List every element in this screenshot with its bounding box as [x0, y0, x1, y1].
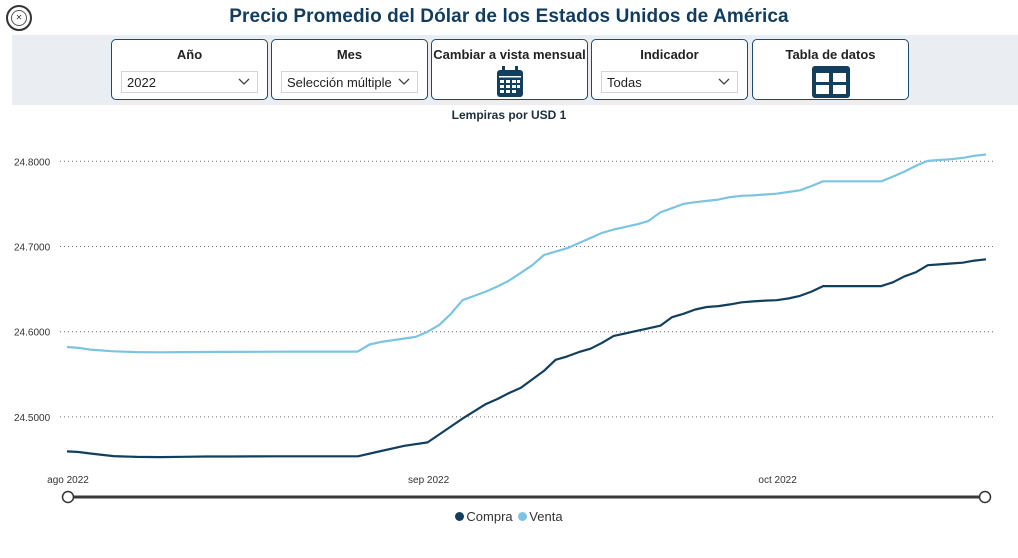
chevron-down-icon: [398, 78, 410, 85]
chart-title: Lempiras por USD 1: [451, 108, 567, 122]
indicator-dropdown-value: Todas: [607, 75, 642, 90]
month-dropdown-value: Selección múltiple: [287, 75, 392, 90]
slider-start-handle[interactable]: [61, 490, 75, 504]
y-tick-label: 24.8000: [14, 157, 51, 168]
month-filter-label: Mes: [336, 47, 363, 62]
chevron-down-icon: [718, 78, 730, 85]
slider-end-handle[interactable]: [978, 490, 992, 504]
year-dropdown[interactable]: 2022: [121, 71, 258, 93]
legend-label-venta: Venta: [529, 509, 563, 524]
x-tick-label: ago 2022: [47, 475, 89, 486]
page-title: Precio Promedio del Dólar de los Estados…: [229, 6, 789, 27]
indicator-dropdown[interactable]: Todas: [601, 71, 738, 93]
year-filter: Año 2022: [111, 39, 268, 100]
series-line-compra[interactable]: [66, 258, 987, 459]
data-table-button[interactable]: Tabla de datos: [752, 39, 909, 100]
year-dropdown-value: 2022: [127, 75, 156, 90]
x-tick-label: sep 2022: [408, 475, 450, 486]
month-filter: Mes Selección múltiple: [271, 39, 428, 100]
month-dropdown[interactable]: Selección múltiple: [281, 71, 418, 93]
calendar-icon: [496, 66, 523, 97]
monthly-view-label: Cambiar a vista mensual: [433, 47, 586, 62]
filter-bar: Año 2022 Mes Selección múltiple Cambiar …: [12, 35, 1018, 105]
series-line-venta[interactable]: [66, 153, 987, 354]
legend-label-compra: Compra: [466, 509, 513, 524]
y-tick-label: 24.5000: [14, 413, 51, 424]
legend-dot-compra: [455, 512, 465, 521]
x-tick-label: oct 2022: [758, 475, 797, 486]
table-icon: [811, 66, 850, 98]
indicator-filter: Indicador Todas: [591, 39, 748, 100]
y-tick-label: 24.7000: [14, 242, 51, 253]
legend-item-compra[interactable]: Compra: [455, 509, 513, 524]
year-filter-label: Año: [176, 47, 203, 62]
y-tick-label: 24.6000: [14, 328, 51, 339]
data-table-label: Tabla de datos: [785, 47, 876, 62]
chevron-down-icon: [238, 78, 250, 85]
indicator-filter-label: Indicador: [640, 47, 699, 62]
seal-icon: ✕: [11, 10, 27, 26]
legend-item-venta[interactable]: Venta: [518, 509, 563, 524]
legend-dot-venta: [518, 512, 528, 521]
monthly-view-button[interactable]: Cambiar a vista mensual: [431, 39, 588, 100]
seal-logo: ✕: [6, 5, 32, 31]
chart-legend: Compra Venta: [0, 509, 1018, 524]
